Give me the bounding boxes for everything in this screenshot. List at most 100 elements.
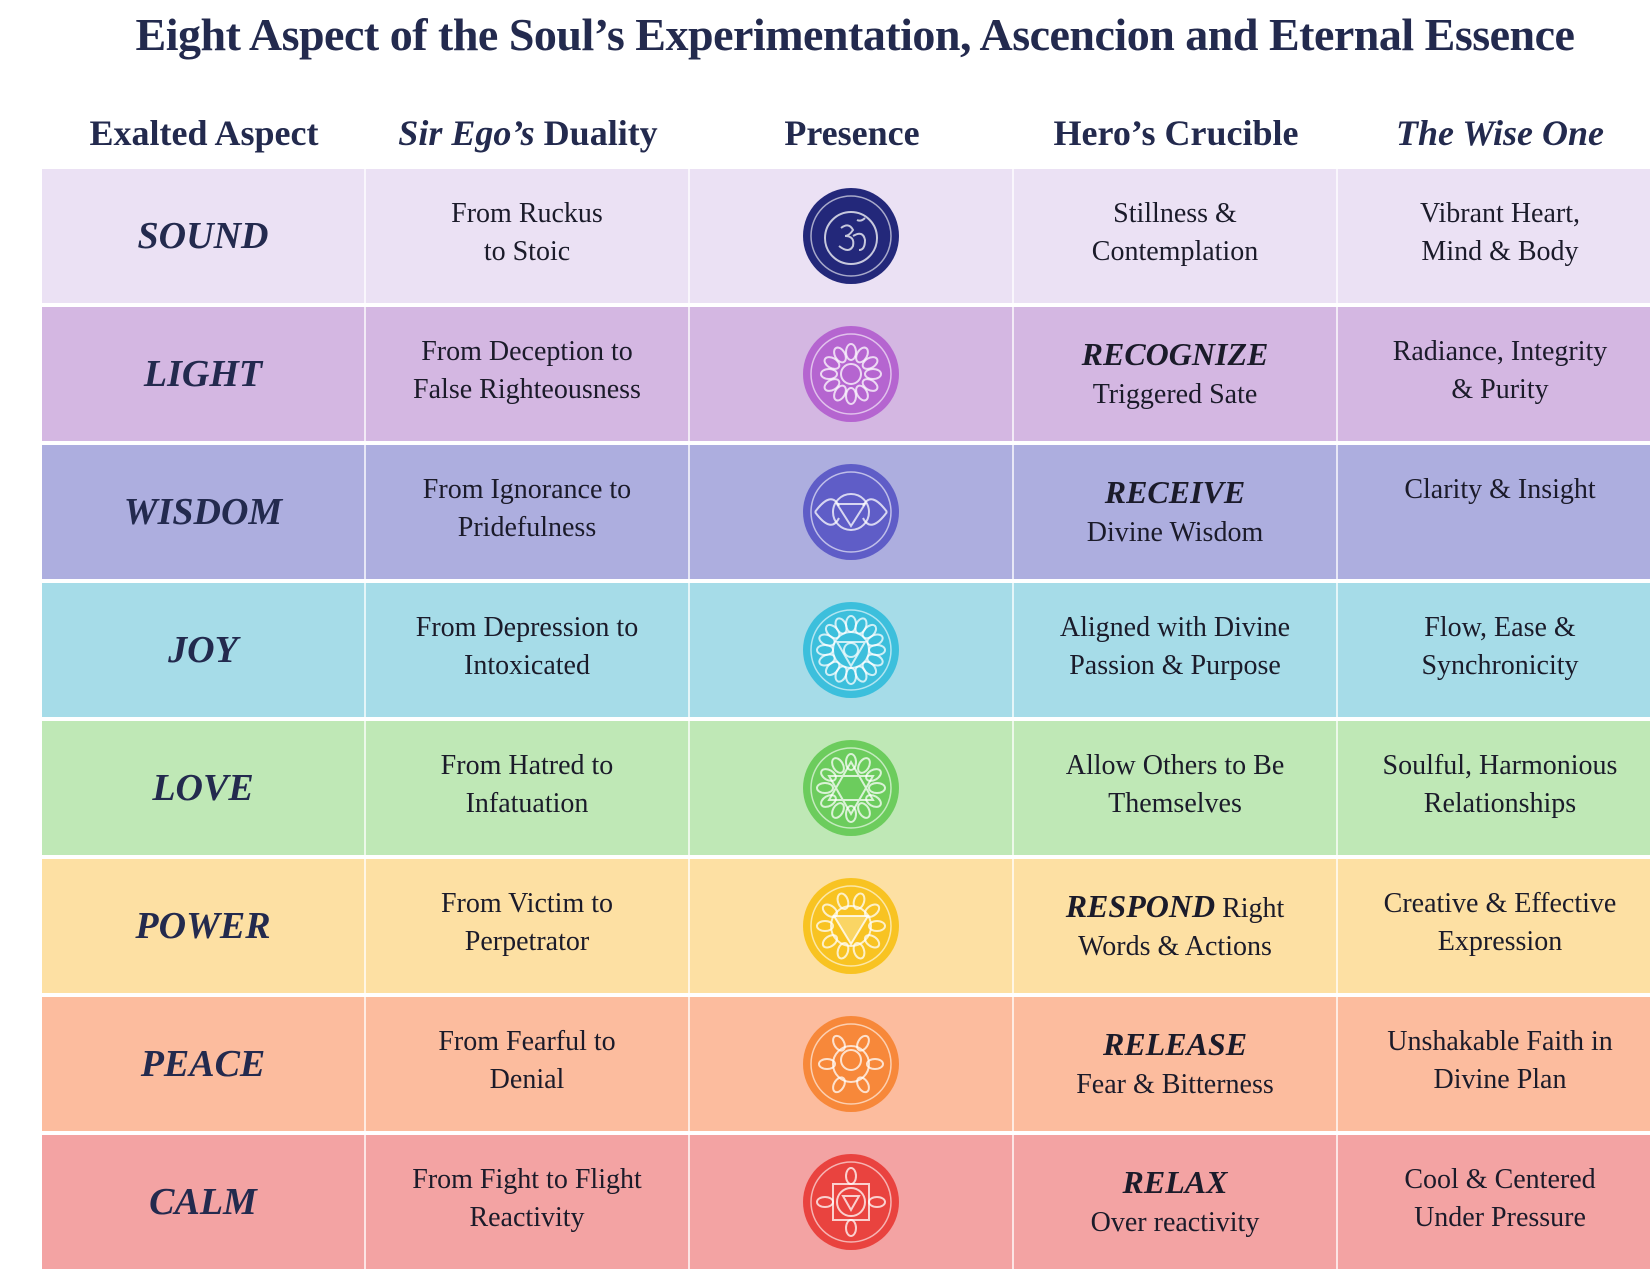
throat-chakra-icon (801, 600, 901, 700)
wise-line: Creative & Effective (1383, 888, 1617, 919)
wise-line: Soulful, Harmonious (1382, 750, 1618, 781)
aspect-label: LOVE (152, 767, 254, 809)
duality-cell: From Depression to Intoxicated (366, 583, 690, 717)
duality-line: Intoxicated (464, 650, 590, 681)
presence-cell (690, 307, 1014, 441)
table-row: POWER From Victim to Perpetrator RESPOND Ri… (42, 859, 1650, 993)
solar-plexus-chakra-icon (801, 876, 901, 976)
wise-line: Under Pressure (1414, 1202, 1586, 1233)
table-row: LOVE From Hatred to Infatuation Allow Other… (42, 721, 1650, 855)
sacral-chakra-icon (801, 1014, 901, 1114)
aspect-cell: JOY (42, 583, 366, 717)
crucible-cell: RECEIVE Divine Wisdom (1014, 445, 1338, 579)
crucible-line: Aligned with Divine (1059, 612, 1291, 643)
crucible-line: Over reactivity (1090, 1206, 1260, 1238)
duality-line: Denial (489, 1064, 565, 1095)
wise-line: Cool & Centered (1404, 1164, 1596, 1195)
crucible-cell: Allow Others to Be Themselves (1014, 721, 1338, 855)
crucible-keyword: RELAX (1122, 1163, 1228, 1200)
header-wise-one-text: The Wise One (1395, 113, 1604, 153)
duality-cell: From Ruckus to Stoic (366, 169, 690, 303)
presence-cell (690, 721, 1014, 855)
crucible-keyword: RELEASE (1102, 1025, 1248, 1062)
wise-one-cell: Radiance, Integrity & Purity (1338, 307, 1650, 441)
aspect-cell: LIGHT (42, 307, 366, 441)
presence-cell (690, 1135, 1014, 1269)
wise-one-cell: Flow, Ease & Synchronicity (1338, 583, 1650, 717)
aspect-label: CALM (149, 1181, 257, 1223)
wise-one-cell: Unshakable Faith in Divine Plan (1338, 997, 1650, 1131)
wise-line: Flow, Ease & (1424, 612, 1576, 643)
duality-line: to Stoic (483, 236, 571, 267)
duality-cell: From Deception to False Righteousness (366, 307, 690, 441)
table-header: Exalted Aspect Sir Ego’s Duality Presenc… (42, 112, 1650, 154)
wise-one-cell: Vibrant Heart, Mind & Body (1338, 169, 1650, 303)
crucible-keyword-line: RECEIVE (1105, 473, 1246, 514)
wise-line: Vibrant Heart, (1419, 198, 1581, 229)
aspect-label: PEACE (140, 1043, 266, 1085)
crucible-cell: RESPOND Right Words & Actions (1014, 859, 1338, 993)
duality-line: From Fight to Flight (412, 1164, 642, 1195)
wise-one-cell: Soulful, Harmonious Relationships (1338, 721, 1650, 855)
wise-line: Mind & Body (1421, 236, 1579, 267)
aspect-label: WISDOM (123, 491, 283, 533)
presence-cell (690, 583, 1014, 717)
wise-line: Clarity & Insight (1404, 474, 1596, 505)
duality-line: From Hatred to (440, 750, 614, 781)
aspects-table: SOUND From Ruckus to Stoic Stillness & Conte… (42, 169, 1650, 1273)
duality-cell: From Ignorance to Pridefulness (366, 445, 690, 579)
duality-line: Perpetrator (464, 926, 590, 957)
crucible-keyword: RECOGNIZE (1081, 335, 1269, 372)
crucible-inline: Right (1215, 892, 1285, 924)
duality-line: From Victim to (440, 888, 614, 919)
duality-line: From Depression to (415, 612, 639, 643)
duality-line: Infatuation (465, 788, 589, 819)
crucible-keyword: RECEIVE (1104, 473, 1246, 510)
aspect-cell: POWER (42, 859, 366, 993)
table-row: WISDOM From Ignorance to Pridefulness RECEI… (42, 445, 1650, 579)
crucible-line: Themselves (1108, 788, 1242, 819)
aspect-cell: SOUND (42, 169, 366, 303)
crucible-line: Triggered Sate (1092, 378, 1258, 410)
crucible-keyword-line: RELEASE (1103, 1025, 1247, 1066)
aspect-label: POWER (135, 905, 271, 947)
presence-cell (690, 859, 1014, 993)
crucible-keyword-line: RESPOND Right (1066, 887, 1285, 928)
aspect-label: JOY (168, 629, 238, 671)
heart-chakra-icon (801, 738, 901, 838)
crucible-keyword: RESPOND (1065, 887, 1216, 924)
aspect-label: SOUND (137, 215, 269, 257)
aspect-cell: WISDOM (42, 445, 366, 579)
header-exalted-aspect: Exalted Aspect (89, 113, 319, 153)
wise-line: Radiance, Integrity (1392, 336, 1608, 367)
crucible-line: Allow Others to Be (1065, 750, 1285, 781)
duality-line: Pridefulness (457, 512, 597, 543)
table-row: JOY From Depression to Intoxicated Aligned … (42, 583, 1650, 717)
wise-line: Divine Plan (1433, 1064, 1567, 1095)
wise-line: Relationships (1423, 788, 1577, 819)
header-duality: Sir Ego’s Duality (366, 112, 690, 154)
crucible-cell: RELEASE Fear & Bitterness (1014, 997, 1338, 1131)
aspect-cell: LOVE (42, 721, 366, 855)
aspect-cell: CALM (42, 1135, 366, 1269)
aspect-cell: PEACE (42, 997, 366, 1131)
table-row: CALM From Fight to Flight Reactivity RELAX O… (42, 1135, 1650, 1269)
presence-cell (690, 445, 1014, 579)
crucible-line: Stillness & (1113, 198, 1237, 229)
header-wise-one: The Wise One (1338, 112, 1650, 154)
crucible-cell: Aligned with Divine Passion & Purpose (1014, 583, 1338, 717)
om-chakra-icon (801, 186, 901, 286)
presence-cell (690, 169, 1014, 303)
presence-cell (690, 997, 1014, 1131)
header-presence: Presence (784, 113, 920, 153)
crucible-keyword-line: RECOGNIZE (1082, 335, 1269, 376)
duality-line: From Fearful to (438, 1026, 616, 1057)
duality-line: From Ruckus (451, 198, 603, 229)
crucible-line: Passion & Purpose (1069, 650, 1281, 681)
table-row: LIGHT From Deception to False Righteousnes… (42, 307, 1650, 441)
header-duality-italic: Sir Ego’s (398, 113, 535, 153)
page-title: Eight Aspect of the Soul’s Experimentati… (135, 9, 1575, 60)
duality-cell: From Fearful to Denial (366, 997, 690, 1131)
root-chakra-icon (801, 1152, 901, 1252)
table-row: SOUND From Ruckus to Stoic Stillness & Conte… (42, 169, 1650, 303)
